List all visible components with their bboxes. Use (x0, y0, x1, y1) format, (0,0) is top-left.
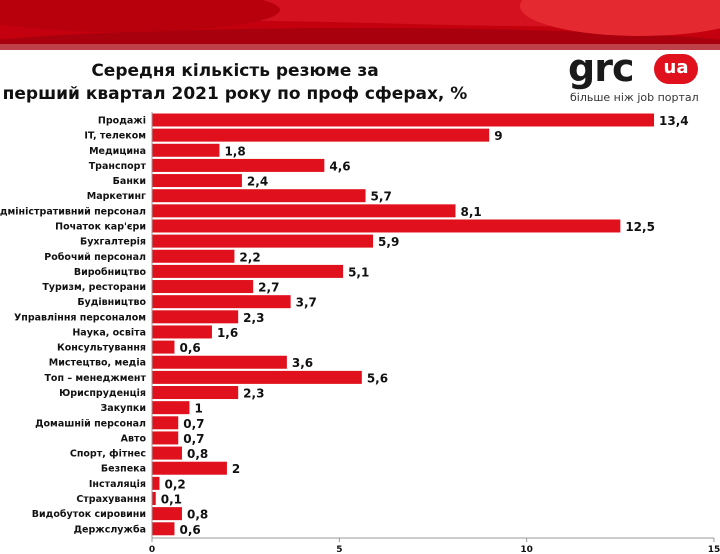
category-label: Маркетинг (87, 191, 146, 202)
value-label: 5,9 (378, 235, 399, 249)
bar (152, 310, 239, 324)
chart-title-line-2: перший квартал 2021 року по проф сферах,… (2, 84, 468, 104)
value-label: 3,6 (292, 356, 313, 370)
bar (152, 386, 239, 400)
category-label: Продажі (98, 116, 146, 127)
chart-title-line-1: Середня кількість резюме за (91, 61, 379, 81)
category-label: Початок кар'єри (55, 221, 146, 232)
value-label: 0,2 (164, 477, 185, 491)
bar (152, 189, 366, 203)
bar (152, 204, 456, 218)
category-label: Будівництво (77, 297, 146, 308)
logo-wordmark: grc (568, 46, 634, 90)
bar (152, 507, 182, 521)
value-label: 2,3 (243, 311, 264, 325)
category-label: Бухгалтерія (80, 237, 146, 248)
value-label: 13,4 (659, 114, 689, 128)
category-label: Закупки (101, 403, 146, 414)
value-label: 2,4 (247, 175, 268, 189)
bar (152, 128, 490, 142)
category-label: Консультування (57, 343, 146, 354)
logo-badge: ua (654, 54, 698, 84)
category-label: Мистецтво, медіа (49, 358, 146, 369)
value-label: 2 (232, 462, 240, 476)
value-label: 0,6 (179, 523, 200, 537)
x-tick-label: 15 (708, 545, 720, 554)
bar (152, 280, 254, 294)
value-label: 5,1 (348, 265, 369, 279)
category-label: Робочий персонал (44, 252, 146, 263)
value-label: 2,2 (239, 250, 260, 264)
category-label: Видобуток сировини (32, 509, 146, 520)
brand-logo: grc ua більше ніж job портал (568, 46, 718, 116)
x-tick-label: 0 (149, 545, 155, 554)
value-label: 3,7 (296, 296, 317, 310)
value-label: 1,6 (217, 326, 238, 340)
bar (152, 158, 325, 172)
category-label: Держслужба (74, 524, 146, 535)
value-label: 0,1 (161, 493, 182, 507)
category-label: Туризм, ресторани (42, 282, 146, 293)
bar (152, 401, 190, 415)
header-banner (0, 0, 720, 50)
category-label: Банки (113, 176, 146, 187)
value-label: 0,8 (187, 508, 208, 522)
value-label: 8,1 (460, 205, 481, 219)
category-label: Домашній персонал (35, 418, 146, 429)
category-label: Транспорт (89, 161, 147, 172)
value-label: 4,6 (329, 159, 350, 173)
value-label: 9 (494, 129, 502, 143)
bar (152, 522, 175, 536)
value-label: 0,6 (179, 341, 200, 355)
value-label: 0,7 (183, 432, 204, 446)
x-tick-label: 10 (520, 545, 533, 554)
bar (152, 355, 287, 369)
bar (152, 340, 175, 354)
category-label: Авто (121, 433, 147, 444)
category-label: Управління персоналом (14, 312, 146, 323)
bar (152, 325, 212, 339)
category-label: Спорт, фітнес (70, 449, 146, 460)
category-label: Юриспруденція (59, 388, 146, 399)
bar (152, 143, 220, 157)
value-label: 1,8 (224, 144, 245, 158)
x-tick-label: 5 (336, 545, 342, 554)
value-label: 2,7 (258, 281, 279, 295)
value-label: 5,7 (371, 190, 392, 204)
bar (152, 416, 179, 430)
bar (152, 476, 160, 490)
bar (152, 492, 156, 505)
bar (152, 370, 362, 384)
category-label: Страхування (76, 494, 146, 505)
logo-tagline: більше ніж job портал (570, 91, 699, 104)
value-label: 0,8 (187, 447, 208, 461)
category-label: Інсталяція (89, 479, 146, 490)
category-label: IT, телеком (84, 131, 146, 142)
bar (152, 219, 621, 233)
category-label: Топ – менеджмент (44, 373, 146, 384)
value-label: 1 (194, 402, 202, 416)
bar (152, 249, 235, 263)
bar (152, 113, 655, 127)
category-label: Наука, освіта (72, 327, 146, 338)
category-label: Адміністративний персонал (0, 206, 146, 217)
bar (152, 461, 227, 475)
value-label: 5,6 (367, 371, 388, 385)
value-label: 0,7 (183, 417, 204, 431)
bar (152, 295, 291, 309)
category-label: Безпека (101, 464, 146, 475)
category-label: Медицина (89, 146, 146, 157)
chart-title: Середня кількість резюме за перший кварт… (0, 60, 470, 106)
bar (152, 431, 179, 445)
bar (152, 174, 242, 188)
category-label: Виробництво (74, 267, 147, 278)
value-label: 12,5 (625, 220, 655, 234)
bar (152, 446, 182, 460)
bar (152, 264, 344, 278)
value-label: 2,3 (243, 387, 264, 401)
bar (152, 234, 374, 248)
